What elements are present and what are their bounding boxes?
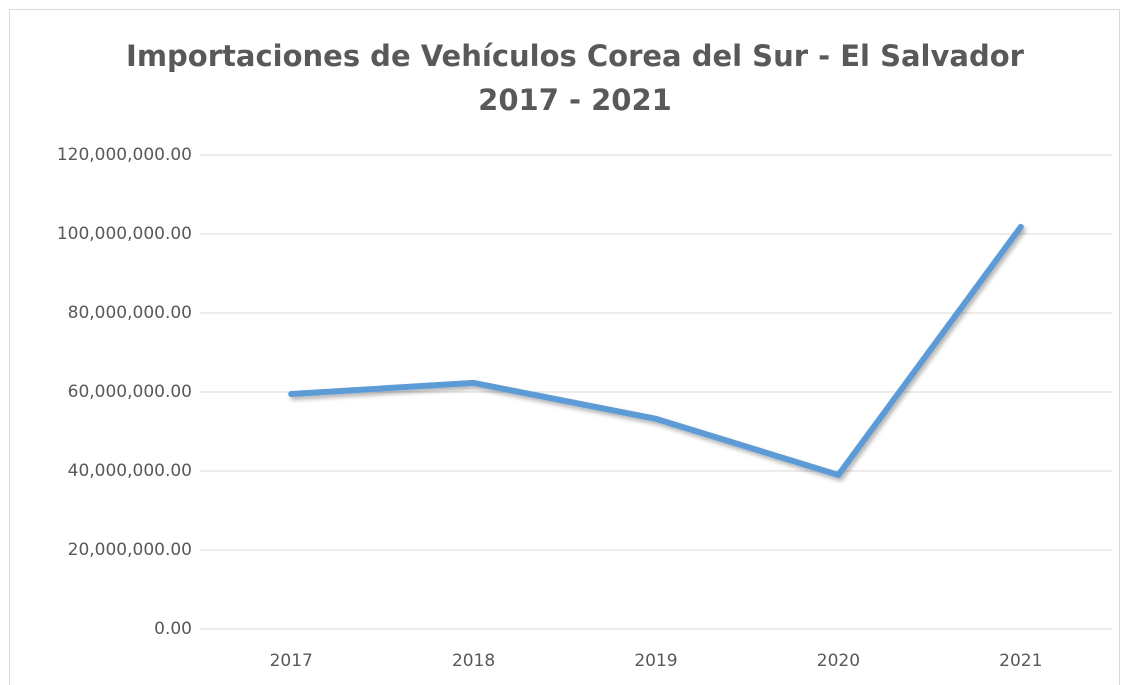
- y-tick-label: 20,000,000.00: [68, 540, 192, 560]
- x-tick-label: 2020: [817, 651, 860, 671]
- y-tick-label: 120,000,000.00: [57, 145, 192, 165]
- x-tick-label: 2019: [634, 651, 677, 671]
- y-tick-label: 100,000,000.00: [57, 224, 192, 244]
- x-tick-label: 2021: [999, 651, 1042, 671]
- y-tick-label: 40,000,000.00: [68, 461, 192, 481]
- chart-title: Importaciones de Vehículos Corea del Sur…: [126, 39, 1025, 73]
- y-tick-label: 80,000,000.00: [68, 303, 192, 323]
- y-tick-label: 60,000,000.00: [68, 382, 192, 402]
- x-tick-label: 2018: [452, 651, 495, 671]
- data-line: [288, 223, 1024, 478]
- x-tick-label: 2017: [270, 651, 313, 671]
- y-tick-label: 0.00: [154, 619, 192, 639]
- chart-subtitle: 2017 - 2021: [478, 83, 672, 117]
